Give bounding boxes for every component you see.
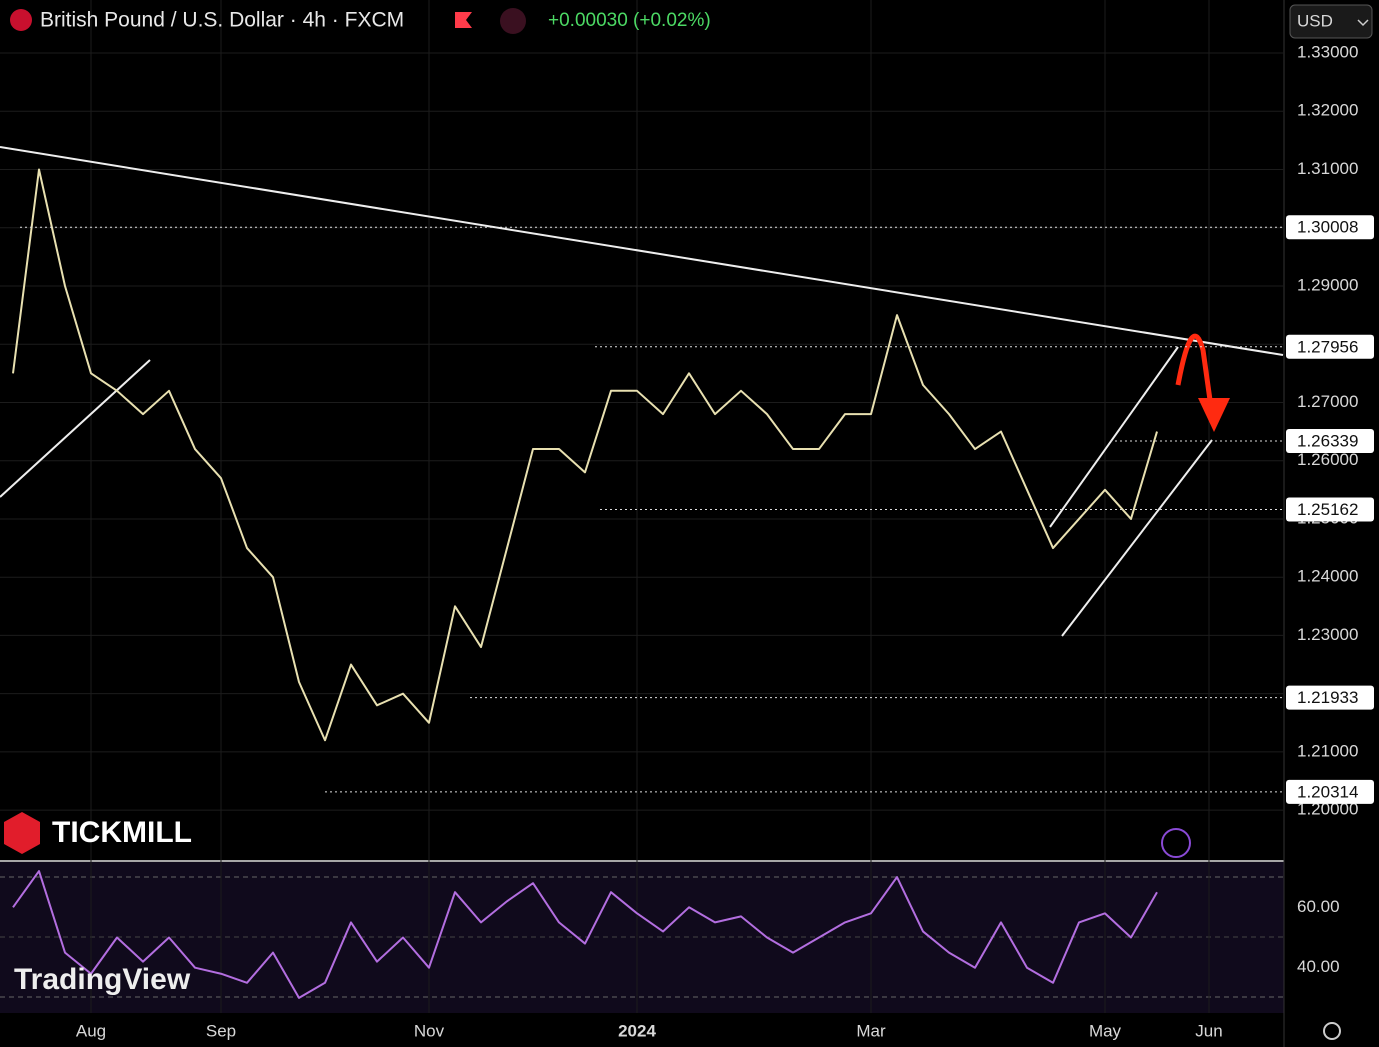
y-tick-label: 1.33000 [1297, 42, 1358, 61]
level-box [1286, 497, 1374, 522]
flag-marker [455, 12, 472, 28]
currency-select[interactable] [1289, 4, 1373, 39]
y-tick-label: 1.24000 [1297, 567, 1358, 586]
level-label: 1.20314 [1297, 782, 1358, 801]
currency[interactable]: USD [1297, 11, 1333, 30]
grid [0, 0, 1284, 1013]
y-tick-label: 1.23000 [1297, 625, 1358, 644]
series-line [12, 168, 1158, 742]
symbol-title: British Pound / U.S. Dollar · 4h · FXCM [40, 9, 404, 32]
level-label: 1.27956 [1297, 337, 1358, 356]
price-change: +0.00030 (+0.02%) [548, 10, 711, 31]
y-tick-label: 40.00 [1297, 957, 1340, 976]
arrow-head [1198, 398, 1230, 432]
level-label: 1.30008 [1297, 218, 1358, 237]
channel-line [1049, 346, 1179, 528]
x-tick-label: Jun [1195, 1021, 1222, 1040]
x-tick-label: Mar [856, 1021, 886, 1040]
level-box [1286, 685, 1374, 710]
x-tick-label: 2024 [618, 1021, 656, 1040]
indicator-icon [500, 8, 526, 34]
y-tick-label: 1.26000 [1297, 450, 1358, 469]
brand: TICKMILL [52, 816, 192, 849]
watermark: TradingView [14, 963, 191, 996]
brand-logo [4, 812, 40, 854]
trendline [0, 359, 151, 498]
y-tick-label: 1.20000 [1297, 800, 1358, 819]
y-tick-label: 1.27000 [1297, 392, 1358, 411]
x-tick-label: Nov [414, 1021, 445, 1040]
series-line [12, 870, 1158, 999]
level-label: 1.21933 [1297, 688, 1358, 707]
settings-icon[interactable] [1323, 1022, 1341, 1040]
y-tick-label: 1.32000 [1297, 101, 1358, 120]
level-box [1286, 428, 1374, 453]
flag-icon [10, 9, 32, 31]
y-tick-label: 1.21000 [1297, 741, 1358, 760]
y-tick-label: 60.00 [1297, 897, 1340, 916]
chevron [1357, 19, 1369, 27]
level-box [1286, 779, 1374, 804]
x-tick-label: May [1089, 1021, 1122, 1040]
level-label: 1.26339 [1297, 431, 1358, 450]
level-box [1286, 334, 1374, 359]
level-box [1286, 215, 1374, 240]
x-tick-label: Aug [76, 1021, 106, 1040]
y-tick-label: 1.31000 [1297, 159, 1358, 178]
trendline [0, 146, 1284, 356]
plot [12, 168, 1158, 999]
channel-line [1061, 439, 1213, 637]
x-tick-label: Sep [206, 1021, 236, 1040]
y-tick-label: 1.29000 [1297, 275, 1358, 294]
arrow [1175, 333, 1213, 401]
level-label: 1.25162 [1297, 500, 1358, 519]
alert-icon[interactable] [1161, 828, 1191, 858]
